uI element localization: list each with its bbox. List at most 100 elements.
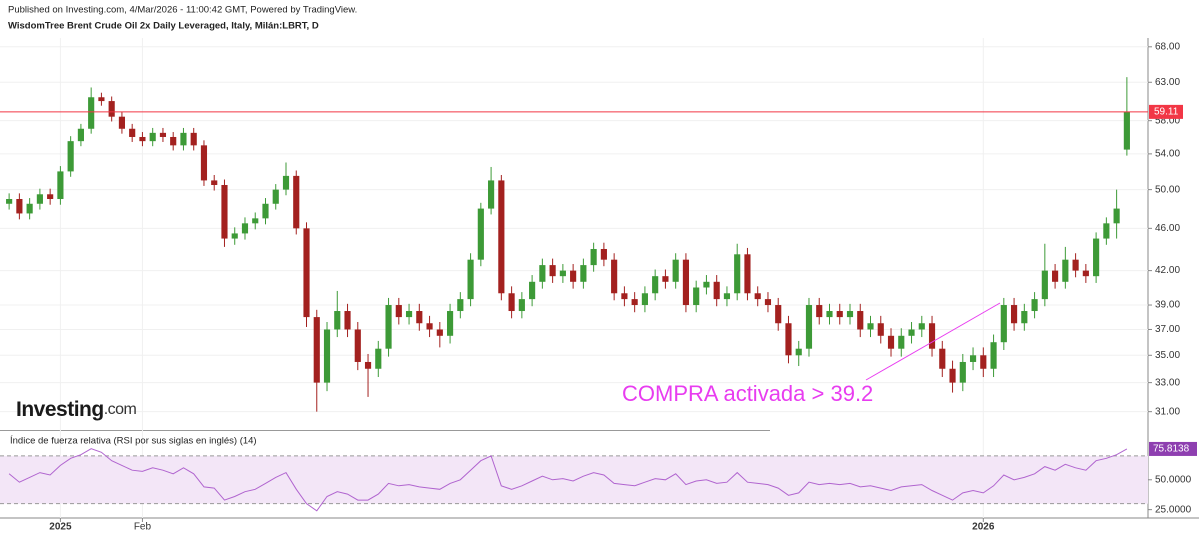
candle-body: [26, 203, 33, 214]
candle-body: [754, 293, 761, 300]
y-tick-label: 25.0000: [1155, 504, 1192, 515]
candle-body: [1113, 208, 1120, 224]
candle-body: [662, 276, 669, 282]
candle-body: [744, 254, 751, 294]
candle-body: [857, 311, 864, 330]
candle-body: [118, 116, 126, 129]
candle-body: [231, 233, 238, 239]
candle-body: [6, 199, 13, 204]
candle-body: [375, 348, 382, 369]
y-tick-label: 37.00: [1155, 324, 1180, 335]
candle-body: [652, 276, 659, 294]
candle-body: [846, 311, 854, 318]
candle-body: [559, 270, 566, 277]
candle-body: [241, 223, 249, 234]
candle-body: [436, 329, 443, 336]
candle-body: [1052, 270, 1059, 282]
candle-body: [990, 342, 997, 369]
candle-body: [16, 199, 23, 214]
candle-body: [529, 281, 536, 300]
candle-body: [631, 299, 638, 306]
candle-body: [416, 311, 423, 324]
candle-body: [980, 355, 987, 369]
candle-body: [313, 317, 320, 383]
candle-body: [836, 311, 843, 318]
candle-body: [98, 97, 105, 102]
candle-body: [354, 329, 361, 362]
logo-brand: Investing: [16, 398, 104, 421]
candle-body: [262, 203, 269, 219]
candle-body: [621, 293, 628, 300]
candle-body: [734, 254, 741, 294]
candle-body: [570, 270, 577, 282]
candle-body: [867, 323, 874, 330]
y-tick-label: 31.00: [1155, 406, 1180, 417]
candle-body: [467, 259, 474, 300]
candle-body: [457, 299, 464, 312]
candle-body: [611, 259, 618, 294]
candle-body: [693, 287, 700, 306]
candle-body: [1072, 259, 1079, 271]
candle-body: [88, 97, 95, 129]
candle-body: [641, 293, 648, 306]
candle-body: [785, 323, 792, 356]
candle-body: [498, 180, 505, 294]
y-tick-label: 42.00: [1155, 265, 1180, 276]
candle-body: [405, 311, 413, 318]
candle-body: [364, 361, 372, 369]
candle-body: [488, 180, 495, 209]
y-tick-label: 35.00: [1155, 350, 1180, 361]
y-tick-label: 58.00: [1155, 115, 1180, 126]
x-tick-label: Feb: [134, 522, 152, 533]
candle-body: [1082, 270, 1089, 277]
candle-body: [77, 128, 84, 142]
candle-body: [477, 208, 484, 260]
candle-body: [928, 323, 936, 349]
y-tick-label: 63.00: [1155, 77, 1180, 88]
candle-body: [949, 368, 956, 383]
candle-body: [108, 101, 115, 117]
last-value-box: [1149, 441, 1197, 456]
logo: Investing.com: [16, 398, 137, 421]
candle-body: [170, 136, 177, 146]
candle-body: [293, 175, 300, 229]
candle-body: [190, 132, 197, 146]
candle-body: [344, 311, 351, 330]
candle-body: [549, 265, 556, 277]
candle-body: [723, 293, 731, 300]
candle-body: [672, 259, 679, 282]
annotation-line: [865, 302, 1001, 381]
y-tick-label: 50.00: [1155, 184, 1180, 195]
y-tick-label: 46.00: [1155, 223, 1180, 234]
candle-body: [795, 348, 802, 356]
candle-body: [703, 281, 710, 288]
candle-body: [252, 218, 259, 224]
candle-body: [180, 132, 187, 146]
candle-body: [323, 329, 331, 383]
candle-body: [887, 335, 895, 349]
y-tick-label: 39.00: [1155, 300, 1180, 311]
candle-body: [816, 305, 823, 318]
rsi-title: Índice de fuerza relativa (RSI por sus s…: [10, 436, 257, 447]
rsi-line: [8, 448, 1128, 512]
candle-body: [508, 293, 515, 312]
candle-body: [600, 248, 607, 260]
candle-body: [139, 136, 146, 142]
y-tick-label: 54.00: [1155, 149, 1180, 160]
candle-body: [334, 311, 341, 330]
candle-body: [426, 323, 433, 330]
instrument-title: WisdomTree Brent Crude Oil 2x Daily Leve…: [8, 21, 319, 32]
candle-body: [200, 145, 208, 181]
candle-body: [67, 141, 74, 172]
candle-body: [590, 248, 597, 266]
annotation: COMPRA activada > 39.2: [622, 381, 873, 406]
candle-body: [129, 128, 136, 137]
last-price-label: 59.11: [1154, 107, 1179, 118]
candle-body: [918, 323, 925, 330]
last-price-box: [1149, 104, 1183, 119]
candle-body: [1010, 305, 1018, 324]
candle-body: [898, 335, 905, 349]
candle-body: [211, 180, 218, 185]
